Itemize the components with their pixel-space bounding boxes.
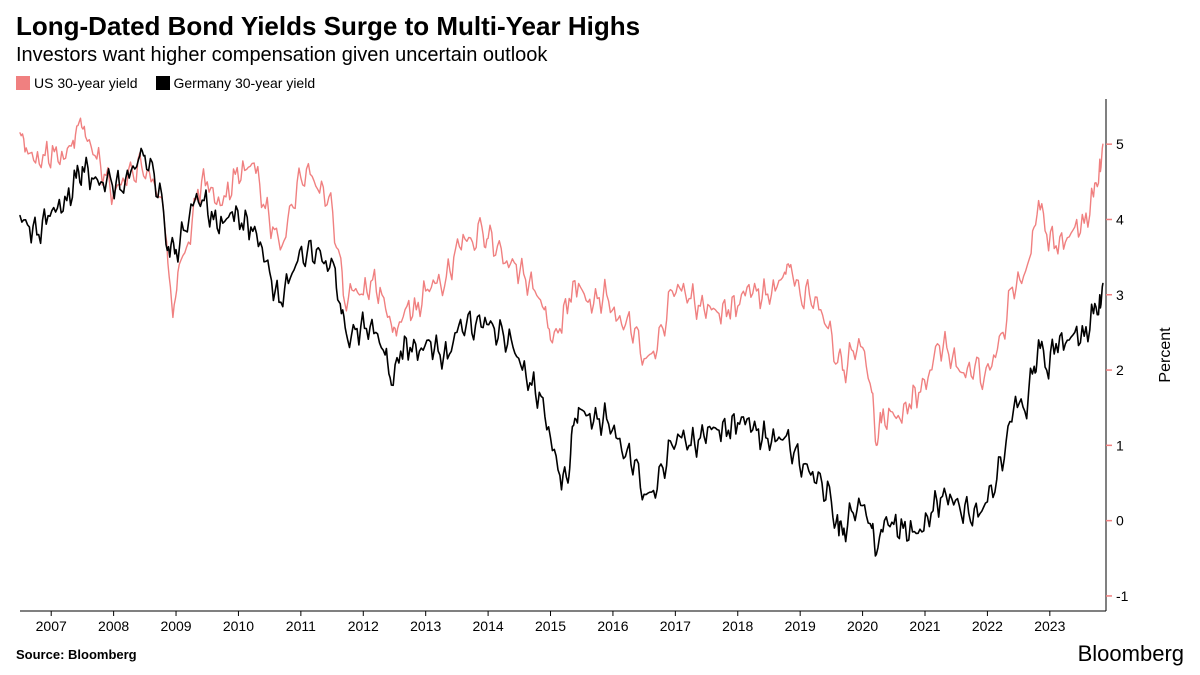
svg-text:2009: 2009 — [160, 618, 191, 634]
chart-title: Long-Dated Bond Yields Surge to Multi-Ye… — [16, 12, 1184, 42]
svg-text:2013: 2013 — [410, 618, 441, 634]
svg-text:5: 5 — [1116, 136, 1124, 152]
svg-text:2023: 2023 — [1034, 618, 1065, 634]
svg-text:2012: 2012 — [348, 618, 379, 634]
svg-text:0: 0 — [1116, 513, 1124, 529]
plot-area: -1 0 1 2 3 4 5 Percent 2007 2008 2009 2010 2011 2012 2… — [16, 93, 1184, 637]
chart-subtitle: Investors want higher compensation given… — [16, 44, 1184, 67]
svg-text:4: 4 — [1116, 211, 1124, 227]
svg-text:2007: 2007 — [36, 618, 67, 634]
legend-label-us: US 30-year yield — [34, 75, 138, 91]
svg-text:2011: 2011 — [286, 618, 316, 634]
svg-text:1: 1 — [1116, 437, 1124, 453]
svg-text:3: 3 — [1116, 287, 1124, 303]
source-label: Source: Bloomberg — [16, 647, 137, 662]
svg-text:-1: -1 — [1116, 588, 1129, 604]
svg-text:2016: 2016 — [597, 618, 628, 634]
svg-text:2022: 2022 — [972, 618, 1003, 634]
legend-item-us: US 30-year yield — [16, 75, 138, 91]
legend-swatch-us — [16, 76, 30, 90]
svg-text:2018: 2018 — [722, 618, 753, 634]
legend-item-de: Germany 30-year yield — [156, 75, 316, 91]
svg-text:Percent: Percent — [1157, 327, 1174, 383]
svg-text:2019: 2019 — [785, 618, 816, 634]
legend-label-de: Germany 30-year yield — [174, 75, 316, 91]
svg-text:2: 2 — [1116, 362, 1124, 378]
legend: US 30-year yield Germany 30-year yield — [16, 75, 1184, 91]
svg-text:2014: 2014 — [473, 618, 504, 634]
legend-swatch-de — [156, 76, 170, 90]
svg-text:2020: 2020 — [847, 618, 878, 634]
svg-text:2010: 2010 — [223, 618, 254, 634]
chart-svg: -1 0 1 2 3 4 5 Percent 2007 2008 2009 2010 2011 2012 2… — [16, 93, 1184, 637]
svg-text:2015: 2015 — [535, 618, 566, 634]
brand-label: Bloomberg — [1078, 641, 1184, 667]
svg-text:2008: 2008 — [98, 618, 129, 634]
svg-text:2017: 2017 — [660, 618, 691, 634]
svg-text:2021: 2021 — [909, 618, 940, 634]
